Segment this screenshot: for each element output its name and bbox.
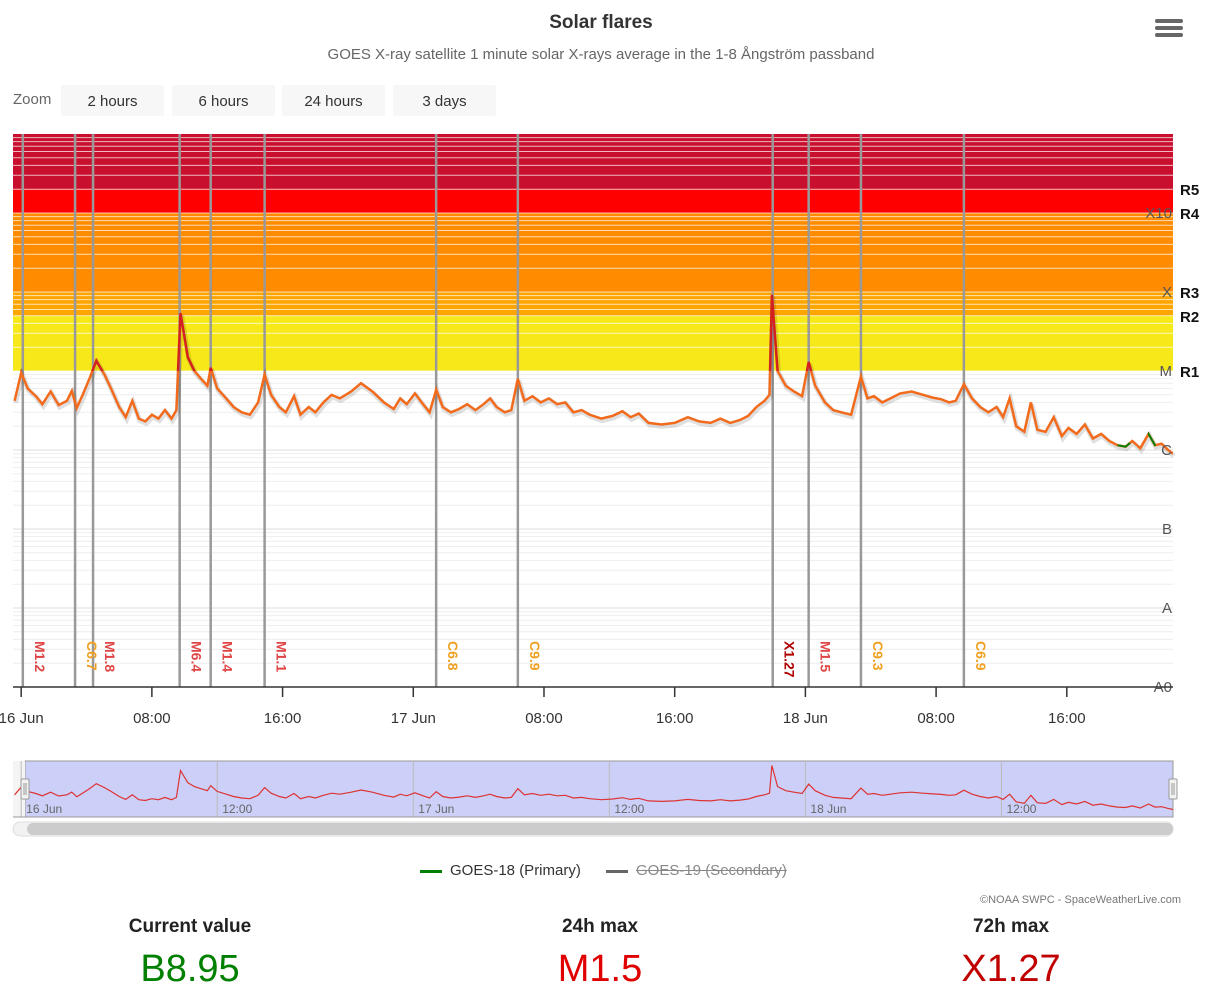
navigator-tick-label: 12:00 — [614, 802, 644, 816]
radio-blackout-label: R4 — [1180, 206, 1200, 223]
flare-marker-lines — [21, 134, 966, 687]
max-72h-label: 72h max — [972, 916, 1050, 937]
series-line-goes18-tail — [1117, 431, 1174, 455]
zoom-2-hours-button[interactable]: 2 hours — [61, 85, 164, 116]
menu-line — [1155, 26, 1183, 30]
flare-label: M1.1 — [274, 641, 290, 672]
radio-blackout-label: R1 — [1180, 364, 1199, 381]
x-tick-label: 08:00 — [525, 710, 563, 727]
radio-blackout-label: R3 — [1180, 285, 1199, 302]
legend-item-goes-18[interactable]: GOES-18 (Primary) — [420, 862, 581, 879]
flare-label: X1.27 — [782, 641, 798, 678]
legend-label-goes-18: GOES-18 (Primary) — [450, 862, 581, 879]
radio-blackout-labels: R5 R4 R3 R2 R1 — [1180, 182, 1200, 381]
navigator-tick-label: 18 Jun — [810, 802, 846, 816]
x-tick-label: 16 Jun — [0, 710, 44, 727]
zoom-label: Zoom — [13, 91, 52, 108]
max-24h-value: M1.5 — [557, 948, 643, 990]
grid-lines — [13, 374, 1173, 688]
y-class-label: A — [1162, 600, 1172, 617]
flare-label: C6.9 — [973, 641, 989, 671]
navigator-series-line — [14, 765, 1174, 811]
legend-swatch-goes-19 — [606, 869, 628, 873]
x-tick-label: 18 Jun — [783, 710, 828, 727]
class-band — [13, 134, 1173, 190]
y-class-label: M — [1160, 363, 1173, 380]
flare-labels: M1.2 C6.7 M1.8 M6.4 M1.4 M1.1 C6.8 C9.9 X1.27 M1.… — [32, 641, 989, 678]
max-24h-label: 24h max — [561, 916, 639, 937]
zoom-24-hours-button[interactable]: 24 hours — [282, 85, 385, 116]
scrollbar-thumb[interactable] — [27, 823, 1173, 835]
flare-label: M1.5 — [818, 641, 834, 672]
menu-line — [1155, 19, 1183, 23]
legend-label-goes-19: GOES-19 (Secondary) — [636, 862, 787, 879]
current-value: B8.95 — [140, 948, 240, 990]
hamburger-menu-icon[interactable] — [1152, 16, 1186, 44]
radio-blackout-label: R5 — [1180, 182, 1199, 199]
xray-flux-series — [13, 294, 1176, 458]
navigator[interactable]: 16 Jun 12:00 17 Jun 12:00 18 Jun 12:00 — [12, 760, 1178, 837]
y-class-label: B — [1162, 521, 1172, 538]
navigator-tick-label: 17 Jun — [418, 802, 454, 816]
navigator-tick-label: 12:00 — [1006, 802, 1036, 816]
flare-label: C9.3 — [870, 641, 886, 671]
x-tick-label: 16:00 — [1048, 710, 1086, 727]
credits-link[interactable]: ©NOAA SWPC - SpaceWeatherLive.com — [980, 894, 1182, 906]
radio-blackout-label: R2 — [1180, 309, 1199, 326]
flare-label: C6.8 — [445, 641, 461, 671]
legend-item-goes-19[interactable]: GOES-19 (Secondary) — [606, 862, 787, 879]
series-line-below-m — [13, 371, 1173, 455]
current-value-label: Current value — [128, 916, 252, 937]
navigator-tick-label: 16 Jun — [26, 802, 62, 816]
menu-line — [1155, 33, 1183, 37]
chart-subtitle: GOES X-ray satellite 1 minute solar X-ra… — [327, 46, 875, 63]
y-class-label: C — [1161, 442, 1172, 459]
legend-swatch-goes-18 — [420, 869, 442, 873]
x-tick-label: 17 Jun — [391, 710, 436, 727]
chart-title: Solar flares — [549, 12, 653, 33]
series-line-above-m — [20, 294, 813, 371]
navigator-left-handle[interactable] — [20, 778, 30, 800]
class-band — [13, 189, 1173, 213]
flare-label: M6.4 — [189, 641, 205, 672]
y-class-label: X — [1162, 284, 1172, 301]
x-tick-label: 08:00 — [917, 710, 955, 727]
navigator-right-handle[interactable] — [1168, 778, 1178, 800]
flare-class-bands — [13, 134, 1173, 372]
flare-label: C6.7 — [84, 641, 100, 671]
x-tick-label: 08:00 — [133, 710, 171, 727]
navigator-mask — [24, 760, 1174, 818]
flare-label: C9.9 — [527, 641, 543, 671]
x-tick-label: 16:00 — [264, 710, 302, 727]
x-axis: 16 Jun 08:00 16:00 17 Jun 08:00 16:00 18 Jun 08… — [0, 686, 1173, 727]
class-band — [13, 213, 1173, 292]
flare-label: M1.8 — [102, 641, 118, 672]
x-tick-label: 16:00 — [656, 710, 694, 727]
zoom-6-hours-button[interactable]: 6 hours — [172, 85, 275, 116]
flare-label: M1.4 — [220, 641, 236, 672]
navigator-tick-label: 12:00 — [222, 802, 252, 816]
zoom-3-days-button[interactable]: 3 days — [393, 85, 496, 116]
class-band — [13, 315, 1173, 371]
flare-label: M1.2 — [32, 641, 48, 672]
y-class-label: X10 — [1145, 205, 1172, 222]
max-72h-value: X1.27 — [961, 948, 1061, 990]
